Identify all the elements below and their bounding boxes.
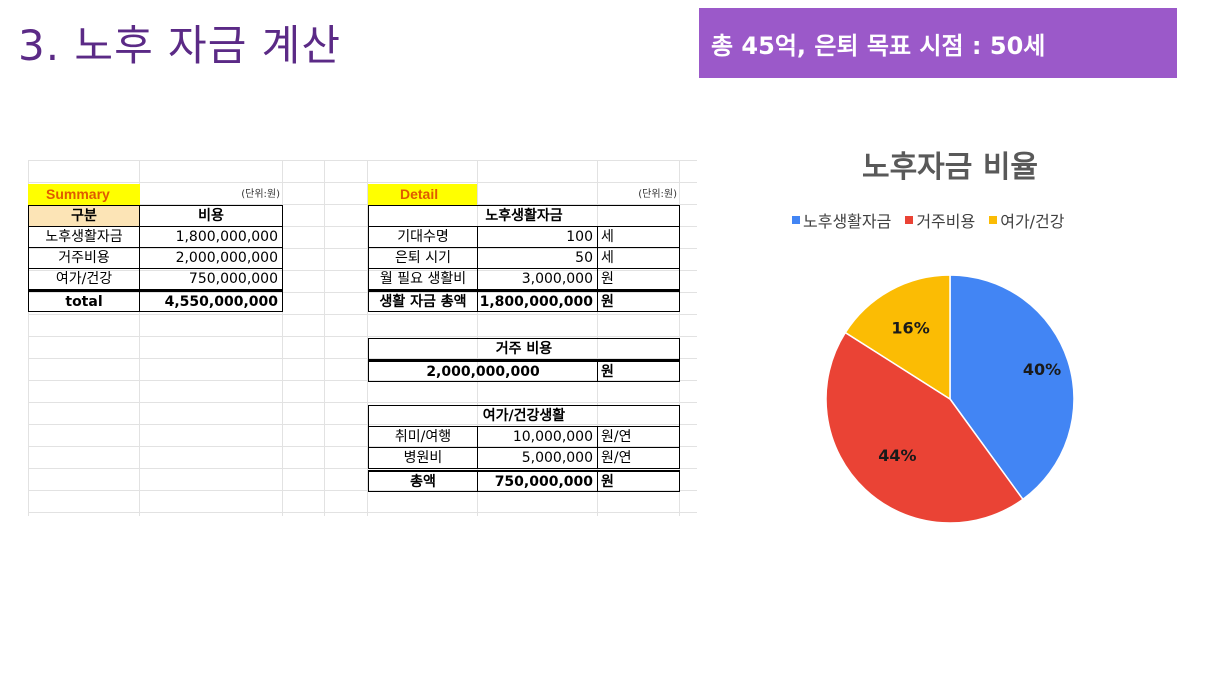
summary-unit: (단위:원) bbox=[241, 189, 280, 200]
pie-chart: 40% 44% 16% bbox=[825, 274, 1075, 524]
pie-slice-label: 16% bbox=[891, 318, 929, 337]
summary-col-cost: 비용 bbox=[139, 205, 283, 227]
legend-swatch bbox=[905, 216, 914, 224]
page-title: 3. 노후 자금 계산 bbox=[18, 21, 341, 70]
pie-slice-label: 44% bbox=[878, 446, 916, 465]
leisure-title: 여가/건강생활 bbox=[368, 405, 680, 427]
living-row-label: 월 필요 생활비 bbox=[368, 268, 478, 290]
leisure-row-unit: 원/연 bbox=[597, 447, 680, 469]
summary-row-value: 1,800,000,000 bbox=[139, 226, 283, 248]
legend-item: 여가/건강 bbox=[989, 208, 1065, 232]
summary-total-value: 4,550,000,000 bbox=[139, 290, 283, 312]
leisure-row-unit: 원/연 bbox=[597, 426, 680, 448]
pie-slice-3 bbox=[844, 274, 951, 401]
housing-value: 2,000,000,000 bbox=[368, 360, 598, 382]
chart-title: 노후자금 비율 bbox=[861, 150, 1039, 185]
living-row-label: 은퇴 시기 bbox=[368, 247, 478, 269]
spreadsheet: Summary (단위:원) 구분 비용 노후생활자금 1,800,000,00… bbox=[28, 160, 697, 516]
living-row-value: 3,000,000 bbox=[477, 268, 598, 290]
chart-legend: 노후생활자금 거주비용 여가/건강 bbox=[792, 208, 1065, 232]
leisure-row-value: 10,000,000 bbox=[477, 426, 598, 448]
summary-col-category: 구분 bbox=[28, 205, 140, 227]
leisure-row-label: 취미/여행 bbox=[368, 426, 478, 448]
summary-row-value: 2,000,000,000 bbox=[139, 247, 283, 269]
summary-row-value: 750,000,000 bbox=[139, 268, 283, 290]
leisure-total-value: 750,000,000 bbox=[477, 470, 598, 492]
legend-label: 거주비용 bbox=[916, 212, 976, 231]
leisure-row-label: 병원비 bbox=[368, 447, 478, 469]
legend-swatch bbox=[989, 216, 998, 224]
summary-header: Summary bbox=[28, 184, 140, 206]
detail-unit: (단위:원) bbox=[638, 189, 677, 200]
summary-row-label: 노후생활자금 bbox=[28, 226, 140, 248]
living-row-unit: 원 bbox=[597, 268, 680, 290]
living-row-label: 기대수명 bbox=[368, 226, 478, 248]
legend-label: 노후생활자금 bbox=[803, 212, 892, 231]
detail-header: Detail bbox=[368, 184, 477, 206]
summary-row-label: 거주비용 bbox=[28, 247, 140, 269]
living-total-label: 생활 자금 총액 bbox=[368, 290, 478, 312]
legend-item: 거주비용 bbox=[905, 208, 975, 232]
pie-slice-1 bbox=[949, 274, 1075, 501]
pie-slice-label: 40% bbox=[1023, 360, 1061, 379]
legend-label: 여가/건강 bbox=[1000, 212, 1065, 231]
pie-slice-2 bbox=[825, 331, 1024, 524]
living-row-unit: 세 bbox=[597, 226, 680, 248]
leisure-total-unit: 원 bbox=[597, 470, 680, 492]
living-title: 노후생활자금 bbox=[368, 205, 680, 227]
leisure-row-value: 5,000,000 bbox=[477, 447, 598, 469]
legend-item: 노후생활자금 bbox=[792, 208, 891, 232]
leisure-total-label: 총액 bbox=[368, 470, 478, 492]
summary-total-label: total bbox=[28, 290, 140, 312]
housing-unit: 원 bbox=[597, 360, 680, 382]
living-row-unit: 세 bbox=[597, 247, 680, 269]
housing-title: 거주 비용 bbox=[368, 338, 680, 360]
living-total-value: 1,800,000,000 bbox=[477, 290, 598, 312]
summary-row-label: 여가/건강 bbox=[28, 268, 140, 290]
living-row-value: 100 bbox=[477, 226, 598, 248]
goal-badge: 총 45억, 은퇴 목표 시점 : 50세 bbox=[699, 8, 1177, 78]
living-row-value: 50 bbox=[477, 247, 598, 269]
legend-swatch bbox=[792, 216, 800, 224]
living-total-unit: 원 bbox=[597, 290, 680, 312]
